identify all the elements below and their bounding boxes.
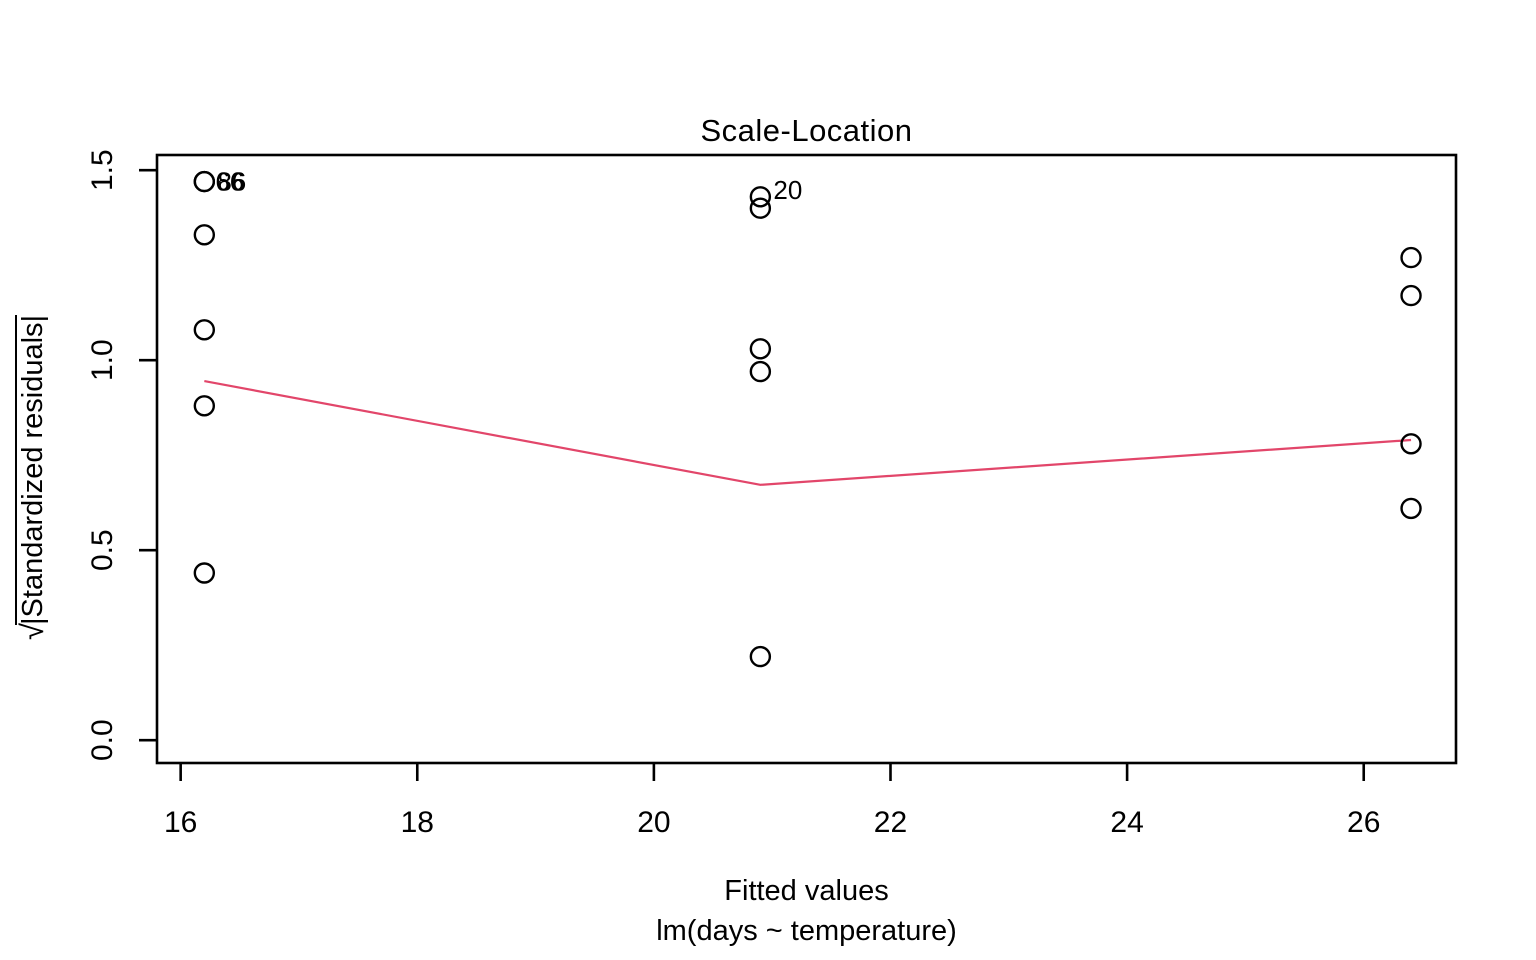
data-point: [193, 562, 216, 584]
data-point: [1400, 497, 1422, 520]
point-label: 86: [217, 167, 246, 197]
y-tick-label: 1.5: [86, 149, 119, 191]
data-point: [749, 360, 772, 383]
x-tick-label: 26: [1347, 806, 1380, 839]
x-tick-label: 22: [874, 806, 907, 839]
x-tick-label: 20: [637, 806, 670, 839]
data-point: [749, 186, 772, 208]
data-point: [193, 319, 216, 341]
x-axis-label-line1: Fitted values: [724, 875, 889, 907]
data-point: [1400, 246, 1422, 269]
data-point: [749, 645, 772, 668]
data-point: [749, 197, 772, 219]
point-label: 66: [215, 167, 244, 197]
data-point: [749, 338, 772, 360]
y-tick-label: 0.0: [86, 719, 119, 761]
data-point: [193, 170, 216, 193]
smooth-line: [204, 380, 1412, 486]
data-point: [1400, 284, 1422, 307]
x-tick-label: 16: [164, 806, 197, 839]
data-point: [1400, 433, 1422, 455]
y-tick-label: 0.5: [86, 529, 119, 571]
x-axis-label-line2: lm(days ~ temperature): [656, 915, 957, 947]
point-label: 20: [773, 175, 802, 205]
plot-box: [155, 153, 1458, 765]
x-axis-label: Fitted values lm(days ~ temperature): [157, 871, 1456, 951]
data-point: [193, 395, 216, 417]
y-tick-label: 1.0: [86, 339, 119, 381]
x-tick-label: 24: [1110, 806, 1143, 839]
x-tick-label: 18: [401, 806, 434, 839]
data-point: [193, 224, 216, 246]
plot-title: Scale-Location: [700, 113, 913, 148]
